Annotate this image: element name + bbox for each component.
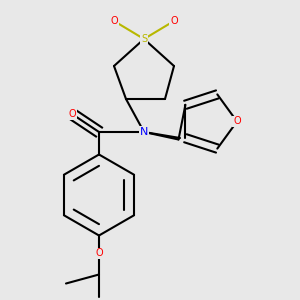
Text: S: S: [141, 34, 147, 44]
Text: O: O: [68, 109, 76, 119]
Text: N: N: [140, 127, 148, 137]
Text: O: O: [95, 248, 103, 259]
Text: O: O: [233, 116, 241, 127]
Text: O: O: [110, 16, 118, 26]
Text: O: O: [170, 16, 178, 26]
